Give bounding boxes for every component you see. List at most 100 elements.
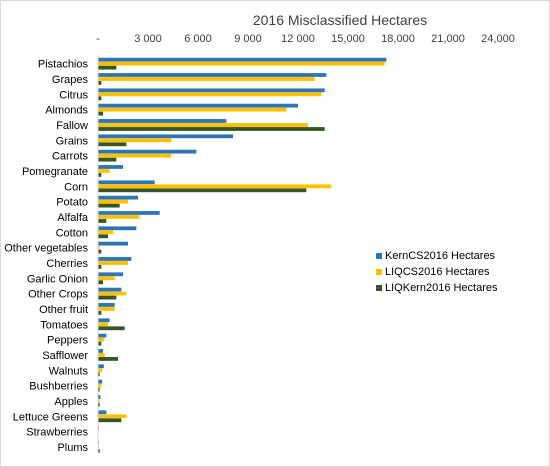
bar bbox=[98, 169, 110, 173]
category-label: Fallow bbox=[56, 120, 88, 132]
bar bbox=[98, 73, 327, 77]
bar bbox=[98, 142, 127, 147]
bar bbox=[98, 261, 128, 265]
bar bbox=[98, 123, 308, 127]
bar bbox=[98, 211, 160, 215]
bar bbox=[98, 341, 102, 346]
x-tick-label: 6 000 bbox=[184, 33, 212, 45]
category-label: Corn bbox=[64, 181, 88, 193]
bar bbox=[98, 65, 117, 70]
category-label: Apples bbox=[54, 396, 88, 408]
bar bbox=[98, 107, 287, 112]
bar bbox=[98, 96, 102, 101]
category-label: Grains bbox=[56, 135, 89, 147]
bar bbox=[98, 414, 127, 419]
bar bbox=[98, 215, 140, 219]
bar bbox=[98, 368, 103, 373]
bar bbox=[98, 57, 387, 62]
category-label: Walnuts bbox=[49, 365, 89, 377]
bar bbox=[98, 134, 233, 139]
x-tick-label: 9 000 bbox=[234, 33, 262, 45]
bar bbox=[98, 92, 322, 97]
bar bbox=[98, 403, 100, 407]
bar bbox=[98, 349, 103, 353]
bars bbox=[98, 57, 387, 453]
legend-swatch bbox=[376, 269, 382, 275]
x-axis-ticks: - 3 000 6 000 9 000 12 000 15,000 18,000 21,000… bbox=[96, 33, 515, 45]
bar bbox=[98, 188, 307, 193]
bar bbox=[98, 311, 102, 315]
bar bbox=[98, 303, 115, 307]
category-label: Cherries bbox=[46, 258, 88, 270]
bar bbox=[98, 295, 117, 300]
bar bbox=[98, 383, 102, 388]
legend-label: KernCS2016 Hectares bbox=[385, 250, 496, 262]
category-label: Pistachios bbox=[38, 59, 89, 71]
bar bbox=[98, 399, 100, 403]
category-label: Pomegranate bbox=[22, 166, 88, 178]
bar bbox=[98, 81, 102, 85]
bar bbox=[98, 318, 110, 323]
bar bbox=[98, 287, 122, 292]
bar bbox=[98, 337, 104, 342]
bar bbox=[98, 157, 117, 162]
bar bbox=[98, 111, 103, 116]
bar bbox=[98, 226, 137, 231]
bar bbox=[98, 280, 103, 285]
category-label: Other fruit bbox=[39, 304, 88, 316]
bar bbox=[98, 61, 385, 66]
bar bbox=[98, 257, 132, 261]
bar bbox=[98, 180, 155, 185]
bar bbox=[98, 364, 104, 369]
bar bbox=[98, 379, 103, 384]
bar bbox=[98, 203, 120, 208]
category-label: Potato bbox=[56, 197, 88, 209]
category-label: Grapes bbox=[52, 74, 89, 86]
bar bbox=[98, 184, 332, 189]
bar bbox=[98, 387, 100, 392]
legend-label: LIQCS2016 Hectares bbox=[385, 266, 490, 278]
bar bbox=[98, 199, 128, 204]
bar bbox=[98, 234, 108, 239]
bar bbox=[98, 291, 127, 296]
category-label: Cotton bbox=[56, 227, 88, 239]
bar bbox=[98, 241, 128, 246]
category-label: Plums bbox=[57, 442, 88, 454]
bar bbox=[98, 353, 105, 357]
x-tick-label: 24,000 bbox=[481, 33, 515, 45]
bar bbox=[98, 249, 102, 254]
chart-title: 2016 Misclassified Hectares bbox=[253, 12, 427, 28]
category-label: Garlic Onion bbox=[27, 273, 88, 285]
x-tick-label: - bbox=[96, 33, 100, 45]
bar bbox=[98, 165, 123, 169]
x-tick-label: 21,000 bbox=[431, 33, 465, 45]
category-label: Strawberries bbox=[26, 427, 88, 439]
legend-label: LIQKern2016 Hectares bbox=[385, 282, 498, 294]
category-label: Other vegetables bbox=[4, 243, 88, 255]
bar bbox=[98, 173, 102, 177]
bar bbox=[98, 245, 100, 250]
legend: KernCS2016 Hectares LIQCS2016 Hectares LIQ… bbox=[376, 250, 498, 294]
legend-swatch bbox=[376, 253, 382, 259]
x-tick-label: 18,000 bbox=[381, 33, 415, 45]
bar bbox=[98, 195, 138, 200]
category-label: Other Crops bbox=[28, 289, 88, 301]
bar bbox=[98, 357, 118, 361]
category-label: Carrots bbox=[52, 151, 89, 163]
bar bbox=[98, 127, 325, 131]
category-label: Citrus bbox=[59, 89, 88, 101]
category-label: Tomatoes bbox=[40, 319, 88, 331]
category-label: Alfalfa bbox=[57, 212, 88, 224]
x-tick-label: 15,000 bbox=[331, 33, 365, 45]
x-tick-label: 3 000 bbox=[134, 33, 162, 45]
category-label: Safflower bbox=[42, 350, 88, 362]
bar bbox=[98, 265, 102, 269]
bar bbox=[98, 307, 115, 311]
bar bbox=[98, 276, 115, 281]
bar bbox=[98, 77, 315, 81]
bar bbox=[98, 322, 108, 327]
bar bbox=[98, 88, 325, 93]
bar bbox=[98, 272, 123, 277]
bar bbox=[98, 119, 227, 123]
